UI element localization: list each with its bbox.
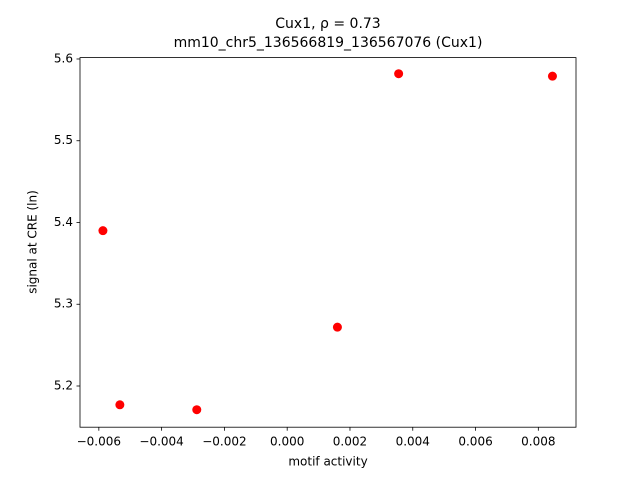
chart-subtitle: mm10_chr5_136566819_136567076 (Cux1) xyxy=(174,35,483,51)
x-tick-label: 0.000 xyxy=(270,435,304,449)
point xyxy=(394,69,404,79)
y-tick-label: 5.2 xyxy=(54,378,73,392)
x-tick-label: −0.002 xyxy=(202,435,246,449)
x-tick-label: 0.006 xyxy=(458,435,492,449)
x-tick-label: −0.004 xyxy=(139,435,183,449)
x-tick-label: 0.004 xyxy=(396,435,430,449)
x-tick-label: 0.008 xyxy=(521,435,555,449)
point xyxy=(98,226,108,236)
y-tick-label: 5.3 xyxy=(54,297,73,311)
chart-title: Cux1, ρ = 0.73 xyxy=(275,16,380,32)
plot-frame xyxy=(79,57,577,428)
y-axis-label: signal at CRE (ln) xyxy=(26,190,40,294)
y-tick-label: 5.4 xyxy=(54,215,73,229)
y-tick-label: 5.5 xyxy=(54,133,73,147)
point xyxy=(115,400,125,410)
x-tick-label: 0.002 xyxy=(333,435,367,449)
x-axis-label: motif activity xyxy=(288,455,367,469)
point xyxy=(547,71,557,81)
x-tick-label: −0.006 xyxy=(77,435,121,449)
point xyxy=(192,405,202,415)
point xyxy=(332,322,342,332)
y-tick-label: 5.6 xyxy=(54,51,73,65)
